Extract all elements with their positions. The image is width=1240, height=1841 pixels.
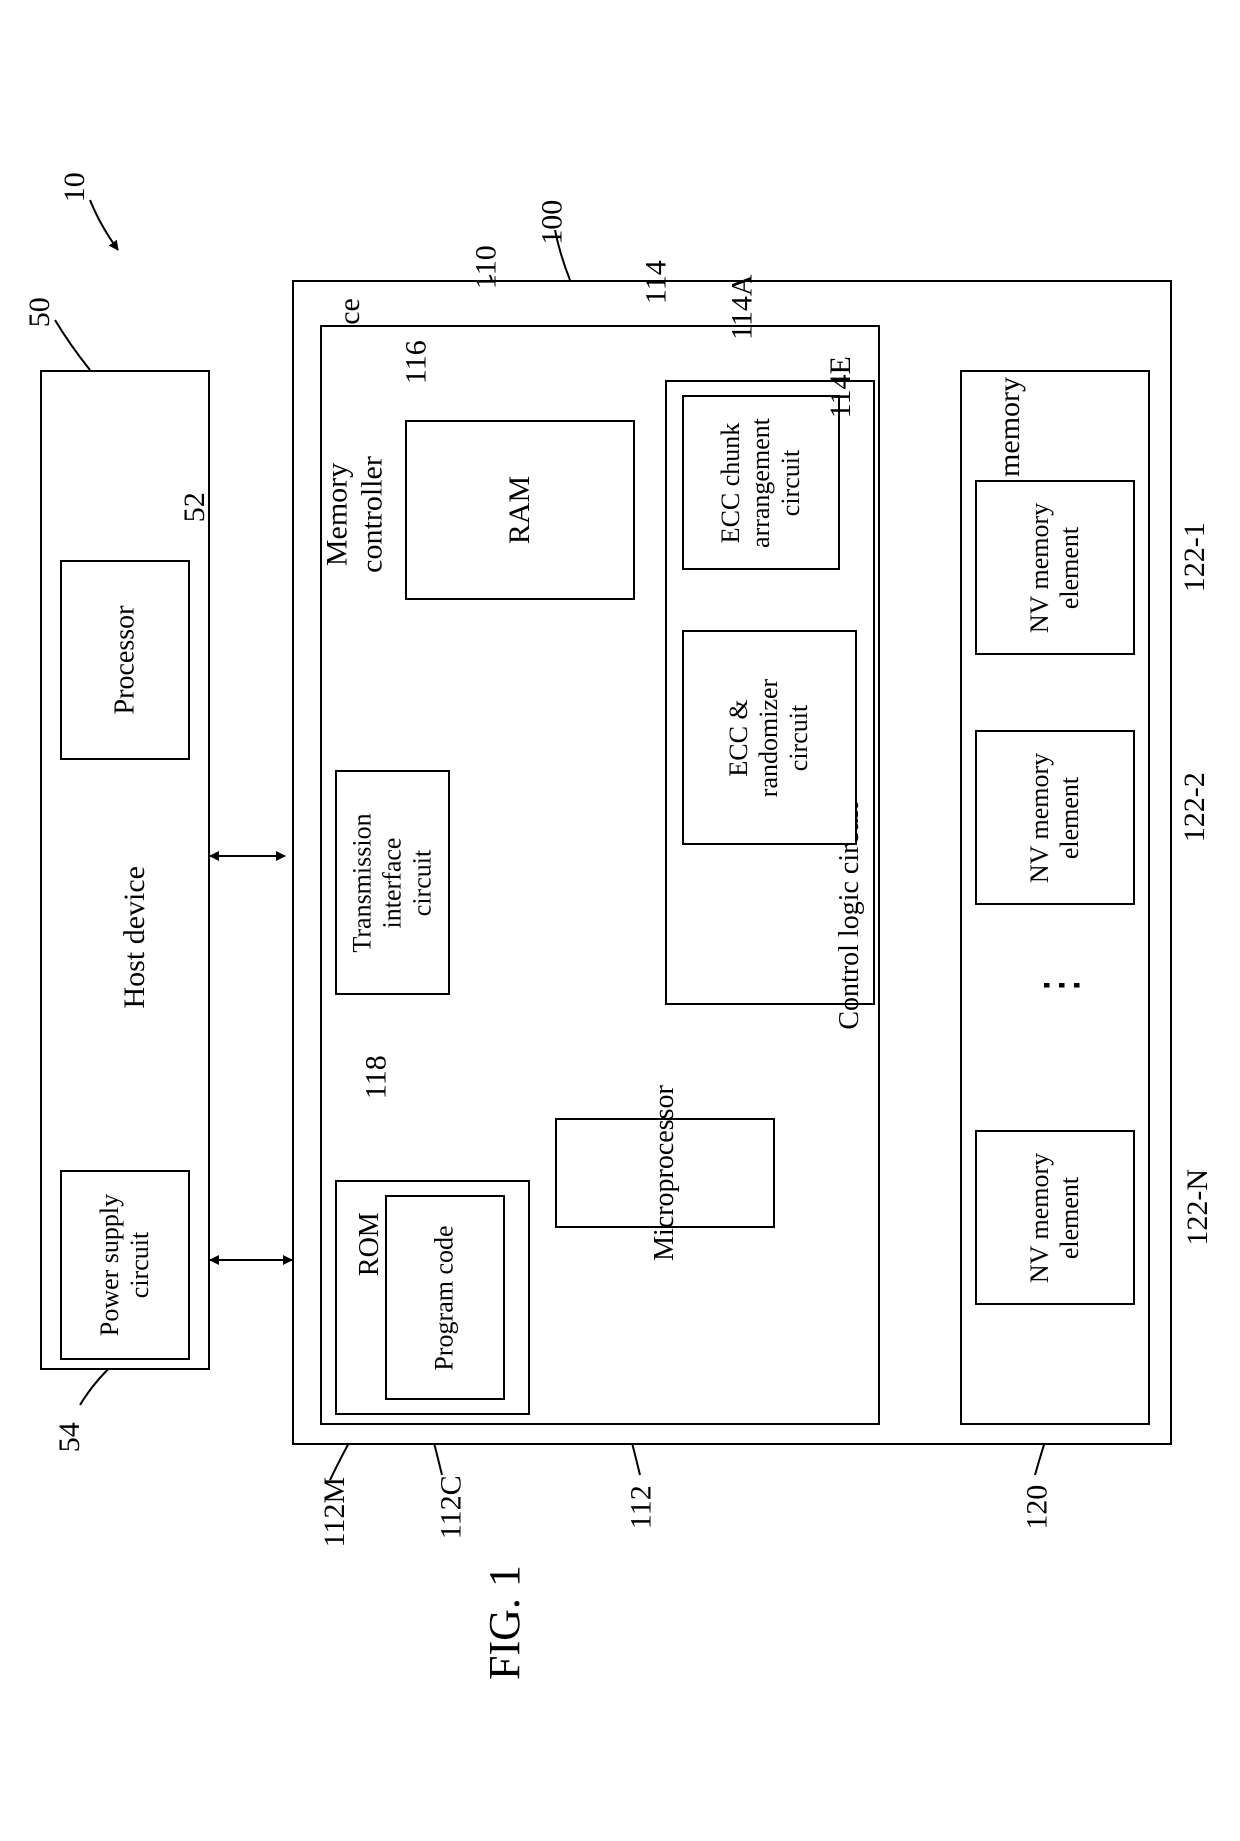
ref-114: 114 (640, 260, 675, 304)
ref-122-1: 122-1 (1178, 522, 1213, 592)
ref-120: 120 (1020, 1485, 1055, 1530)
transmission-box: Transmission interface circuit (335, 770, 450, 995)
microprocessor-box: Microprocessor (555, 1118, 775, 1228)
ref-112: 112 (625, 1485, 660, 1529)
ref-122-N: 122-N (1181, 1169, 1216, 1246)
ref-110: 110 (470, 245, 505, 289)
ref-112C: 112C (435, 1475, 470, 1539)
nv-ellipsis: ⋮ (1037, 963, 1088, 1007)
ref-122-2: 122-2 (1178, 772, 1213, 842)
nv-element-2-box: NV memory element (975, 730, 1135, 905)
ecc-chunk-label: ECC chunk arrangement circuit (716, 418, 806, 548)
processor-label: Processor (109, 606, 141, 715)
figure-title: FIG. 1 (480, 1565, 531, 1680)
ecc-randomizer-box: ECC & randomizer circuit (682, 630, 857, 845)
rom-label: ROM (354, 1176, 386, 1276)
ecc-chunk-box: ECC chunk arrangement circuit (682, 395, 840, 570)
ref-52: 52 (178, 492, 213, 522)
nv-element-2-label: NV memory element (1025, 752, 1085, 882)
ref-100: 100 (535, 200, 570, 245)
ref-118: 118 (360, 1055, 395, 1099)
nv-element-n-box: NV memory element (975, 1130, 1135, 1305)
program-code-box: Program code (385, 1195, 505, 1400)
microprocessor-label: Microprocessor (649, 1085, 681, 1261)
power-supply-label: Power supply circuit (95, 1194, 155, 1336)
ref-114E: 114E (824, 356, 859, 418)
ram-box: RAM (405, 420, 635, 600)
nv-element-n-label: NV memory element (1025, 1152, 1085, 1282)
ref-50: 50 (23, 297, 58, 327)
memory-controller-text: Memory controller (321, 456, 390, 573)
ref-54: 54 (53, 1422, 88, 1452)
ref-116: 116 (400, 340, 435, 384)
nv-element-1-label: NV memory element (1025, 502, 1085, 632)
program-code-label: Program code (430, 1225, 460, 1370)
memory-controller-label: Memory controller (321, 415, 390, 615)
ecc-randomizer-label: ECC & randomizer circuit (724, 678, 814, 796)
nv-element-1-box: NV memory element (975, 480, 1135, 655)
power-supply-box: Power supply circuit (60, 1170, 190, 1360)
ref-114A: 114A (726, 274, 761, 340)
ram-label: RAM (503, 476, 537, 544)
ref-10: 10 (58, 172, 93, 202)
diagram-stage: Memory device Memory controller RAM Cont… (0, 0, 1240, 1841)
transmission-label: Transmission interface circuit (348, 813, 438, 952)
processor-box: Processor (60, 560, 190, 760)
host-device-label: Host device (118, 842, 153, 1032)
ref-112M: 112M (318, 1477, 353, 1548)
